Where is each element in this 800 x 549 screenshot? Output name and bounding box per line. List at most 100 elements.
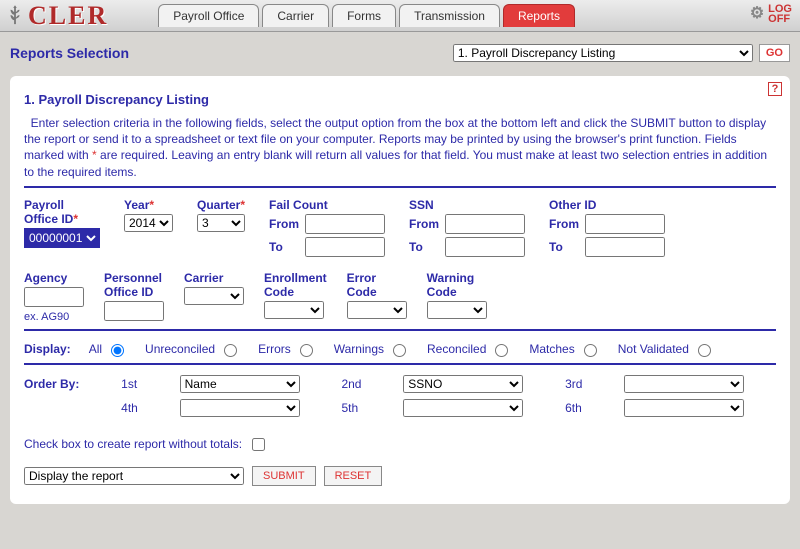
logoff-button[interactable]: ⚙ LOGOFF (750, 4, 792, 24)
display-reconciled-option[interactable]: Reconciled (427, 341, 511, 357)
display-reconciled-radio[interactable] (495, 344, 508, 357)
fail-count-from-label: From (269, 217, 299, 231)
fail-count-field: Fail Count From To (269, 198, 385, 257)
other-id-from-label: From (549, 217, 579, 231)
fail-count-to-label: To (269, 240, 299, 254)
app-logo: CLER (6, 1, 108, 31)
personnel-office-id-input[interactable] (104, 301, 164, 321)
agency-hint: ex. AG90 (24, 311, 84, 323)
order-by-grid: Order By: 1st Name 2nd SSNO 3rd 4th 5th … (24, 375, 776, 417)
ssn-to-label: To (409, 240, 439, 254)
year-select[interactable]: 2014 (124, 214, 173, 232)
order-3-select[interactable] (624, 375, 744, 393)
ssn-to-input[interactable] (445, 237, 525, 257)
order-1-label: 1st (121, 377, 169, 391)
display-errors-option[interactable]: Errors (258, 341, 316, 357)
display-unreconciled-option[interactable]: Unreconciled (145, 341, 240, 357)
no-totals-row: Check box to create report without total… (24, 435, 776, 454)
ssn-from-input[interactable] (445, 214, 525, 234)
logoff-text-2: OFF (768, 13, 790, 25)
agency-label: Agency (24, 271, 84, 285)
personnel-office-id-field: PersonnelOffice ID (104, 271, 164, 321)
output-select[interactable]: Display the report (24, 467, 244, 485)
enrollment-code-select[interactable] (264, 301, 324, 319)
fail-count-from-input[interactable] (305, 214, 385, 234)
report-panel: ? 1. Payroll Discrepancy Listing Enter s… (10, 76, 790, 504)
warning-code-select[interactable] (427, 301, 487, 319)
app-title: CLER (28, 1, 108, 31)
no-totals-label: Check box to create report without total… (24, 437, 242, 451)
carrier-label: Carrier (184, 271, 244, 285)
display-matches-radio[interactable] (584, 344, 597, 357)
fail-count-to-input[interactable] (305, 237, 385, 257)
no-totals-checkbox[interactable] (252, 438, 265, 451)
caduceus-icon (6, 5, 24, 27)
quarter-label: Quarter* (197, 198, 245, 212)
order-1-select[interactable]: Name (180, 375, 300, 393)
ssn-from-label: From (409, 217, 439, 231)
divider (24, 363, 776, 365)
instructions: Enter selection criteria in the followin… (24, 115, 776, 180)
order-4-label: 4th (121, 401, 169, 415)
display-notvalidated-option[interactable]: Not Validated (618, 341, 714, 357)
agency-input[interactable] (24, 287, 84, 307)
action-row: Display the report SUBMIT RESET (24, 466, 776, 486)
quarter-select[interactable]: 3 (197, 214, 245, 232)
tab-carrier[interactable]: Carrier (262, 4, 329, 27)
warning-code-field: WarningCode (427, 271, 487, 319)
divider (24, 329, 776, 331)
tab-reports[interactable]: Reports (503, 4, 575, 27)
warning-code-label: WarningCode (427, 271, 487, 299)
other-id-to-input[interactable] (585, 237, 665, 257)
tab-forms[interactable]: Forms (332, 4, 396, 27)
help-icon[interactable]: ? (768, 82, 782, 96)
other-id-label: Other ID (549, 198, 665, 212)
main-tabs: Payroll Office Carrier Forms Transmissio… (158, 4, 575, 27)
display-notvalidated-radio[interactable] (698, 344, 711, 357)
instructions-text-2: are required. Leaving an entry blank wil… (24, 148, 767, 178)
display-all-radio[interactable] (111, 344, 124, 357)
submit-button[interactable]: SUBMIT (252, 466, 316, 486)
fail-count-label: Fail Count (269, 198, 385, 212)
order-2-select[interactable]: SSNO (403, 375, 523, 393)
tab-transmission[interactable]: Transmission (399, 4, 500, 27)
display-matches-option[interactable]: Matches (529, 341, 599, 357)
payroll-office-id-label: PayrollOffice ID* (24, 198, 100, 226)
order-6-label: 6th (565, 401, 614, 415)
agency-field: Agency ex. AG90 (24, 271, 84, 323)
carrier-select[interactable] (184, 287, 244, 305)
other-id-field: Other ID From To (549, 198, 665, 257)
error-code-field: ErrorCode (347, 271, 407, 319)
display-unreconciled-radio[interactable] (224, 344, 237, 357)
year-field: Year* 2014 (124, 198, 173, 232)
report-select[interactable]: 1. Payroll Discrepancy Listing (453, 44, 753, 62)
page-title: Reports Selection (10, 45, 453, 61)
sub-bar: Reports Selection 1. Payroll Discrepancy… (0, 32, 800, 70)
criteria-row-1: PayrollOffice ID* 00000001 Year* 2014 Qu… (24, 198, 776, 257)
display-warnings-option[interactable]: Warnings (334, 341, 409, 357)
display-warnings-radio[interactable] (393, 344, 406, 357)
ssn-field: SSN From To (409, 198, 525, 257)
display-all-option[interactable]: All (89, 341, 127, 357)
other-id-to-label: To (549, 240, 579, 254)
reset-button[interactable]: RESET (324, 466, 383, 486)
display-label: Display: (24, 342, 71, 356)
order-by-label: Order By: (24, 377, 111, 391)
carrier-field: Carrier (184, 271, 244, 305)
top-bar: CLER Payroll Office Carrier Forms Transm… (0, 0, 800, 32)
year-label: Year* (124, 198, 173, 212)
payroll-office-id-select[interactable]: 00000001 (24, 228, 100, 248)
ssn-label: SSN (409, 198, 525, 212)
order-5-select[interactable] (403, 399, 523, 417)
order-4-select[interactable] (180, 399, 300, 417)
order-6-select[interactable] (624, 399, 744, 417)
divider (24, 186, 776, 188)
go-button[interactable]: GO (759, 44, 790, 62)
order-2-label: 2nd (341, 377, 393, 391)
other-id-from-input[interactable] (585, 214, 665, 234)
error-code-select[interactable] (347, 301, 407, 319)
display-errors-radio[interactable] (300, 344, 313, 357)
tab-payroll-office[interactable]: Payroll Office (158, 4, 259, 27)
quarter-field: Quarter* 3 (197, 198, 245, 232)
order-3-label: 3rd (565, 377, 614, 391)
